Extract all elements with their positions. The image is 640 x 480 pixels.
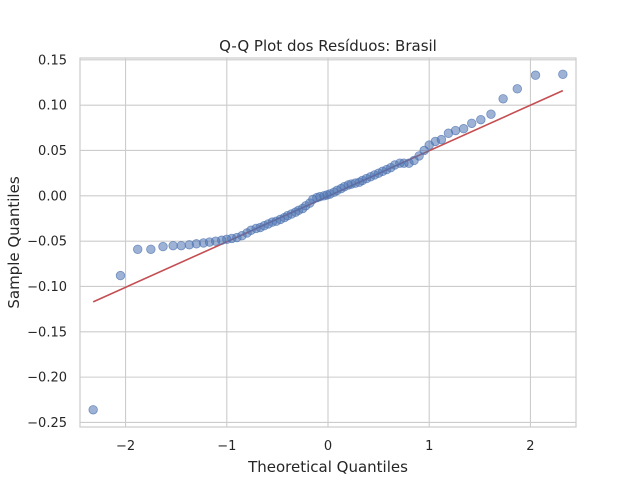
- y-tick-labels: 0.15 0.10 0.05 0.00 −0.05 −0.10 −0.15 −0.20 −0.2…: [27, 53, 67, 431]
- qq-point: [467, 118, 477, 128]
- qq-point: [558, 69, 568, 80]
- qq-point: [486, 109, 496, 119]
- qq-point: [436, 134, 447, 145]
- qq-point: [530, 70, 541, 80]
- y-tick-label: 0.15: [38, 53, 67, 68]
- plot-frame: [79, 57, 577, 428]
- qq-point: [168, 240, 178, 251]
- qq-point: [458, 124, 469, 134]
- y-tick-label: −0.20: [27, 371, 67, 386]
- y-tick-label: −0.05: [27, 235, 67, 250]
- x-tick-label: −2: [116, 439, 135, 454]
- y-tick-label: 0.05: [38, 144, 67, 159]
- qq-point: [498, 94, 508, 104]
- y-tick-label: −0.25: [27, 416, 67, 431]
- qq-point: [512, 84, 522, 94]
- qq-point: [115, 270, 126, 281]
- y-tick-label: −0.15: [27, 325, 67, 340]
- qq-point: [132, 244, 143, 254]
- x-tick-label: 0: [324, 439, 332, 454]
- qq-point: [476, 114, 486, 125]
- qq-point: [146, 244, 156, 254]
- y-tick-label: 0.10: [38, 99, 67, 114]
- x-tick-label: 1: [425, 439, 433, 454]
- qq-point: [450, 125, 461, 136]
- points-layer: [88, 69, 568, 415]
- qq-point: [176, 240, 186, 251]
- qq-point: [158, 241, 168, 252]
- x-tick-label: −1: [217, 439, 236, 454]
- x-tick-label: 2: [526, 439, 534, 454]
- qq-point: [88, 405, 98, 415]
- chart-title: Q-Q Plot dos Resíduos: Brasil: [219, 37, 437, 55]
- grid: [80, 58, 576, 427]
- x-axis-label: Theoretical Quantiles: [247, 458, 408, 476]
- x-tick-labels: −2 −1 0 1 2: [116, 439, 535, 454]
- y-tick-label: 0.00: [38, 189, 67, 204]
- y-tick-label: −0.10: [27, 280, 67, 295]
- y-axis-label: Sample Quantiles: [5, 176, 23, 308]
